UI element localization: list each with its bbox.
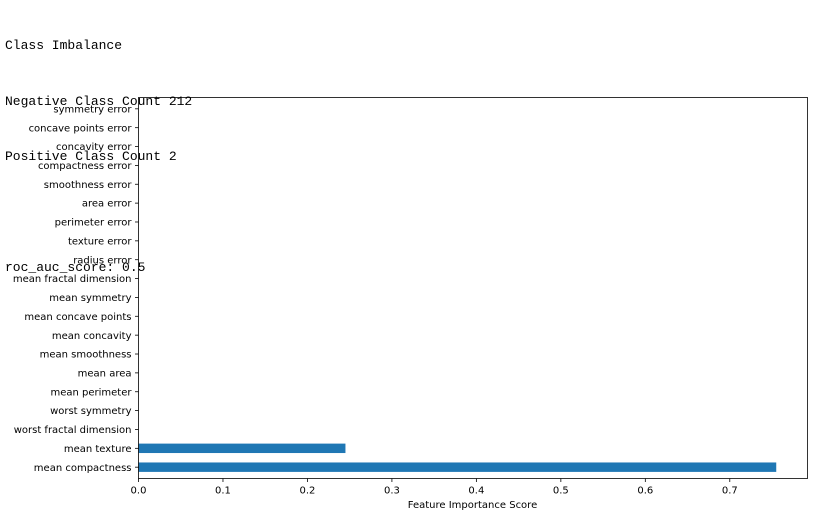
x-tick-label-3: 0.3 xyxy=(384,486,400,497)
y-tick-label-mean-symmetry: mean symmetry xyxy=(49,293,131,304)
x-tick-label-1: 0.1 xyxy=(215,486,231,497)
y-tick-label-smoothness-error: smoothness error xyxy=(44,180,133,191)
output-line-positive-count: Positive Class Count 2 xyxy=(5,149,177,164)
console-output: Class Imbalance Negative Class Count 212… xyxy=(5,0,192,296)
x-tick-label-6: 0.6 xyxy=(637,486,653,497)
bar-mean-compactness xyxy=(138,462,777,472)
y-tick-label-concave-points-error: concave points error xyxy=(29,123,133,134)
y-tick-label-texture-error: texture error xyxy=(68,236,132,247)
y-tick-label-mean-compactness: mean compactness xyxy=(34,463,132,474)
y-tick-label-mean-area: mean area xyxy=(78,368,132,379)
y-tick-label-mean-smoothness: mean smoothness xyxy=(40,350,132,361)
y-tick-label-concavity-error: concavity error xyxy=(56,142,132,153)
y-tick-label-mean-concavity: mean concavity xyxy=(52,331,132,342)
y-tick-label-area-error: area error xyxy=(82,199,133,210)
y-tick-label-worst-fractal-dimension: worst fractal dimension xyxy=(14,425,132,436)
x-axis-label: Feature Importance Score xyxy=(408,500,537,511)
output-line-roc-auc: roc_auc_score: 0.5 xyxy=(5,260,146,275)
bars-group xyxy=(138,443,777,472)
y-tick-label-mean-fractal-dimension: mean fractal dimension xyxy=(13,274,132,285)
x-tick-label-0: 0.0 xyxy=(131,486,147,497)
y-tick-label-perimeter-error: perimeter error xyxy=(55,218,133,229)
x-tick-label-4: 0.4 xyxy=(468,486,484,497)
bar-mean-texture xyxy=(138,443,346,454)
x-tick-label-5: 0.5 xyxy=(553,486,569,497)
y-tick-label-radius-error: radius error xyxy=(73,255,132,266)
y-tick-label-mean-texture: mean texture xyxy=(64,444,132,455)
output-line-class-imbalance: Class Imbalance xyxy=(5,38,123,53)
y-tick-labels: mean compactness mean texture worst fracta… xyxy=(13,104,139,474)
plot-frame xyxy=(138,97,808,479)
output-line-negative-count: Negative Class Count 212 xyxy=(5,93,193,109)
y-tick-label-symmetry-error: symmetry error xyxy=(53,104,132,115)
x-tick-label-7: 0.7 xyxy=(722,486,738,497)
y-tick-label-compactness-error: compactness error xyxy=(38,161,132,172)
y-tick-label-mean-concave-points: mean concave points xyxy=(24,312,131,323)
y-tick-label-mean-perimeter: mean perimeter xyxy=(50,387,132,398)
x-ticks: 0.0 0.1 0.2 0.3 0.4 0.5 0.6 0.7 xyxy=(131,478,738,497)
y-tick-label-worst-symmetry: worst symmetry xyxy=(50,406,132,417)
x-tick-label-2: 0.2 xyxy=(299,486,315,497)
